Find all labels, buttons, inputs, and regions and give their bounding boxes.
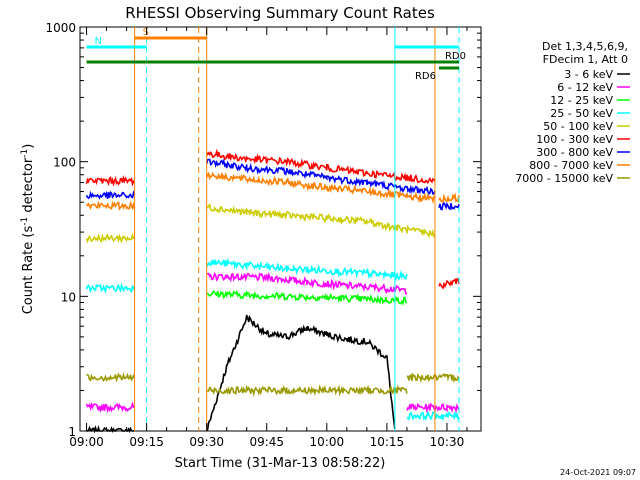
legend-label-4: 50 - 100 keV — [543, 120, 613, 133]
series-line-1-2 — [406, 402, 460, 414]
x-tick-label-4: 10:00 — [310, 435, 345, 449]
data-layer — [85, 148, 460, 434]
legend-label-0: 3 - 6 keV — [564, 68, 613, 81]
series-line-6-1 — [205, 158, 436, 196]
series-line-1-1 — [206, 271, 407, 295]
series-line-6-2 — [438, 201, 460, 211]
series-line-8-2 — [406, 372, 460, 384]
flag-label-1: N — [95, 36, 102, 47]
y-tick-label-0: 1 — [68, 425, 76, 439]
axis-layer: 09:00 09:15 09:30 09:45 10:00 10:15 10:30 1 10 10… — [45, 21, 481, 449]
x-tick-label-0: 09:00 — [69, 435, 104, 449]
series-line-5-2 — [438, 277, 460, 290]
series-line-4-0 — [85, 232, 135, 244]
series-line-7-0 — [85, 200, 136, 211]
series-line-6-0 — [85, 190, 136, 200]
y-tick-label-2: 100 — [53, 156, 76, 170]
flag-label-4: RD6 — [415, 71, 436, 82]
legend-label-7: 800 - 7000 keV — [529, 159, 613, 172]
series-line-7-1 — [205, 171, 436, 205]
flag-label-3: RD0 — [445, 51, 466, 62]
legend-header-2: FDecim 1, Att 0 — [543, 53, 628, 66]
legend: Det 1,3,4,5,6,9, FDecim 1, Att 0 3 - 6 k… — [515, 40, 630, 185]
legend-label-8: 7000 - 15000 keV — [515, 172, 613, 185]
series-line-8-1 — [206, 384, 408, 397]
series-line-2-0 — [206, 289, 408, 306]
series-line-3-1 — [205, 257, 408, 282]
series-line-4-1 — [206, 203, 436, 239]
chart-title: RHESSI Observing Summary Count Rates — [125, 4, 435, 22]
y-label-sup2: -1 — [20, 149, 30, 158]
y-label-sup1: -1 — [20, 217, 30, 226]
series-line-5-1 — [206, 148, 436, 185]
series-line-3-2 — [406, 410, 460, 422]
generation-timestamp: 24-Oct-2021 09:07 — [560, 468, 636, 477]
marker-layer: S N RD0 RD6 — [86, 27, 466, 431]
series-line-0-0 — [86, 424, 135, 434]
x-tick-label-2: 09:30 — [189, 435, 224, 449]
series-line-0-1 — [205, 314, 396, 432]
series-line-7-2 — [438, 192, 460, 203]
legend-label-3: 25 - 50 keV — [550, 107, 613, 120]
y-tick-label-3: 1000 — [45, 21, 76, 35]
y-label-pre: Count Rate (s — [21, 226, 36, 315]
y-axis-label: Count Rate (s-1 detector-1) — [20, 144, 36, 315]
series-line-8-0 — [86, 372, 136, 383]
y-label-post: ) — [21, 144, 36, 149]
y-label-mid: detector — [21, 157, 36, 217]
series-line-5-0 — [85, 174, 136, 187]
plot-frame — [79, 26, 482, 432]
x-tick-label-6: 10:30 — [430, 435, 465, 449]
legend-label-5: 100 - 300 keV — [536, 133, 613, 146]
flag-label-0: S — [143, 27, 149, 38]
legend-label-1: 6 - 12 keV — [557, 81, 613, 94]
x-tick-label-3: 09:45 — [249, 435, 284, 449]
series-line-3-0 — [85, 282, 136, 295]
legend-label-2: 12 - 25 keV — [550, 94, 613, 107]
y-tick-label-1: 10 — [61, 290, 76, 304]
x-tick-label-5: 10:15 — [370, 435, 405, 449]
series-line-1-0 — [85, 401, 135, 414]
legend-label-6: 300 - 800 keV — [536, 146, 613, 159]
x-axis-label: Start Time (31-Mar-13 08:58:22) — [175, 456, 386, 471]
x-tick-label-1: 09:15 — [129, 435, 164, 449]
legend-header-1: Det 1,3,4,5,6,9, — [542, 40, 628, 53]
